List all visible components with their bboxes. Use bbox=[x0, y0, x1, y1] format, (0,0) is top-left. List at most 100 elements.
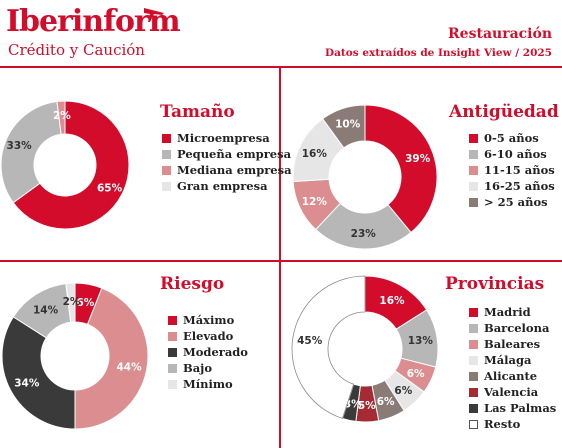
legend-item-minimo: Mínimo bbox=[168, 376, 248, 392]
data-label-pequena-empresa: 33% bbox=[7, 140, 33, 152]
legend-item-malaga: Málaga bbox=[469, 352, 556, 368]
legend-label: Las Palmas bbox=[484, 401, 557, 415]
legend-item-25-anos: > 25 años bbox=[469, 194, 555, 210]
legend-item-mediana-empresa: Mediana empresa bbox=[162, 162, 292, 178]
horizontal-divider-top bbox=[0, 66, 562, 68]
data-label-0-5-anos: 39% bbox=[405, 153, 431, 165]
slice-25-anos bbox=[321, 104, 366, 149]
legend-item-alicante: Alicante bbox=[469, 368, 556, 384]
slice-resto bbox=[291, 275, 366, 419]
horizontal-divider-middle bbox=[0, 260, 562, 262]
legend-label: Pequeña empresa bbox=[177, 147, 292, 161]
data-label-barcelona: 13% bbox=[408, 335, 434, 347]
legend-swatch bbox=[469, 355, 478, 365]
legend-swatch bbox=[469, 339, 478, 349]
slice-mediana-empresa bbox=[56, 100, 66, 135]
legend-label: Barcelona bbox=[484, 321, 550, 335]
legend-label: Microempresa bbox=[177, 131, 270, 145]
data-label-16-25-anos: 16% bbox=[302, 148, 328, 160]
donut-chart-provincias: 16%13%6%6%6%5%3%45% bbox=[291, 275, 439, 423]
legend-swatch bbox=[469, 371, 478, 381]
data-label-maximo: 6% bbox=[76, 297, 94, 309]
legend-label: Alicante bbox=[484, 369, 538, 383]
plane-icon bbox=[144, 8, 164, 22]
data-label-bajo: 14% bbox=[33, 305, 59, 317]
legend-swatch bbox=[162, 133, 171, 143]
legend-label: Baleares bbox=[484, 337, 541, 351]
legend: Madrid Barcelona Baleares Málaga Alicante Val… bbox=[469, 304, 556, 432]
chart-title: Provincias bbox=[445, 274, 545, 294]
data-label-las-palmas: 3% bbox=[344, 399, 362, 411]
legend-label: Gran empresa bbox=[177, 179, 268, 193]
legend-label: Valencia bbox=[484, 385, 539, 399]
data-label-microempresa: 65% bbox=[97, 183, 123, 195]
legend-label: Mediana empresa bbox=[177, 163, 292, 177]
legend-swatch bbox=[469, 149, 478, 159]
legend-item-maximo: Máximo bbox=[168, 312, 248, 328]
legend-label: Málaga bbox=[484, 353, 532, 367]
legend-item-6-10-anos: 6-10 años bbox=[469, 146, 555, 162]
slice-microempresa bbox=[12, 100, 130, 230]
data-label-valencia: 5% bbox=[358, 400, 376, 412]
legend-swatch bbox=[469, 165, 478, 175]
legend-swatch bbox=[168, 379, 177, 389]
legend-label: Bajo bbox=[183, 361, 213, 375]
legend-item-pequena-empresa: Pequeña empresa bbox=[162, 146, 292, 162]
legend-item-elevado: Elevado bbox=[168, 328, 248, 344]
slice-minimo bbox=[65, 282, 76, 323]
chart-title: Tamaño bbox=[160, 102, 235, 122]
legend-label: 0-5 años bbox=[484, 131, 539, 145]
legend-item-baleares: Baleares bbox=[469, 336, 556, 352]
legend-swatch bbox=[168, 331, 177, 341]
donut-chart-antiguedad: 39% 23% 12% 16% 10% bbox=[292, 104, 438, 250]
legend-swatch bbox=[469, 403, 478, 413]
slice-moderado bbox=[1, 316, 76, 430]
data-label-resto: 45% bbox=[297, 335, 323, 347]
legend: Máximo Elevado Moderado Bajo Mínimo bbox=[168, 312, 248, 392]
header: Iberinform Crédito y Caución Restauració… bbox=[0, 0, 562, 64]
legend-item-0-5-anos: 0-5 años bbox=[469, 130, 555, 146]
panel-tamano: 65% 33% 2% Tamaño Microempresa Pequeña empr… bbox=[0, 68, 292, 260]
legend-label: Elevado bbox=[183, 329, 234, 343]
legend-label: Máximo bbox=[183, 313, 235, 327]
legend-swatch bbox=[168, 347, 177, 357]
legend-label: Resto bbox=[484, 417, 521, 431]
data-label-baleares: 6% bbox=[407, 368, 425, 380]
legend-item-microempresa: Microempresa bbox=[162, 130, 292, 146]
data-label-25-anos: 10% bbox=[335, 119, 361, 131]
legend-item-las-palmas: Las Palmas bbox=[469, 400, 556, 416]
data-label-mediana-empresa: 2% bbox=[53, 110, 71, 122]
legend-item-resto: Resto bbox=[469, 416, 556, 432]
panel-riesgo: 6% 44% 34% 14% 2% Riesgo Máximo Elevado Modera… bbox=[0, 262, 279, 448]
legend-item-barcelona: Barcelona bbox=[469, 320, 556, 336]
legend-swatch bbox=[162, 149, 171, 159]
legend-swatch bbox=[162, 165, 171, 175]
legend-swatch bbox=[469, 197, 478, 207]
legend-swatch bbox=[469, 307, 478, 317]
legend-swatch bbox=[168, 315, 177, 325]
slice-0-5-anos bbox=[364, 104, 438, 234]
legend: 0-5 años 6-10 años 11-15 años 16-25 años > 2… bbox=[469, 130, 555, 210]
data-label-elevado: 44% bbox=[116, 361, 142, 373]
legend-swatch bbox=[162, 181, 171, 191]
legend-item-valencia: Valencia bbox=[469, 384, 556, 400]
chart-title: Riesgo bbox=[160, 274, 225, 294]
legend: Microempresa Pequeña empresa Mediana empre… bbox=[162, 130, 292, 194]
legend-label: 11-15 años bbox=[484, 163, 555, 177]
logo-subtitle: Crédito y Caución bbox=[8, 41, 145, 59]
legend-item-gran-empresa: Gran empresa bbox=[162, 178, 292, 194]
legend-label: 6-10 años bbox=[484, 147, 547, 161]
chart-title: Antigüedad bbox=[449, 102, 559, 122]
legend-swatch bbox=[469, 133, 478, 143]
data-label-moderado: 34% bbox=[14, 377, 40, 389]
legend-swatch bbox=[469, 181, 478, 191]
legend-item-16-25-anos: 16-25 años bbox=[469, 178, 555, 194]
legend-item-11-15-anos: 11-15 años bbox=[469, 162, 555, 178]
legend-label: 16-25 años bbox=[484, 179, 555, 193]
data-label-11-15-anos: 12% bbox=[302, 196, 328, 208]
legend-label: Madrid bbox=[484, 305, 531, 319]
legend-item-madrid: Madrid bbox=[469, 304, 556, 320]
slice-elevado bbox=[74, 287, 149, 430]
legend-label: Mínimo bbox=[183, 377, 233, 391]
data-label-6-10-anos: 23% bbox=[351, 228, 377, 240]
